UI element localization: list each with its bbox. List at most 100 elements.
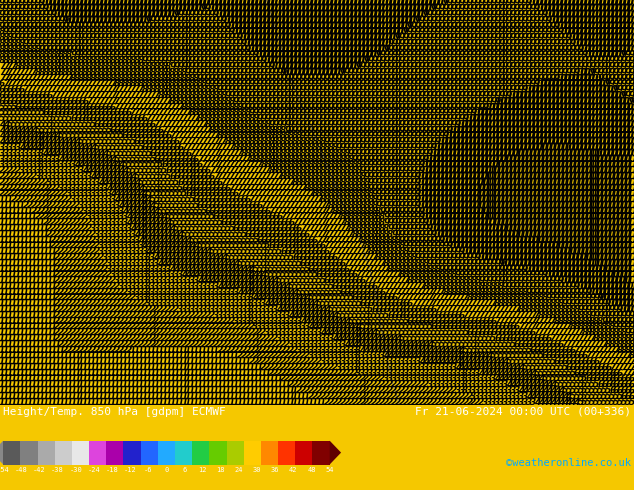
- Text: 6: 6: [98, 102, 104, 112]
- Text: 9: 9: [177, 56, 183, 65]
- Text: 9: 9: [245, 85, 251, 94]
- Text: 11: 11: [582, 201, 595, 210]
- Text: 9: 9: [173, 22, 179, 30]
- Text: 10: 10: [170, 4, 183, 13]
- Text: 11: 11: [503, 189, 515, 198]
- Text: 1: 1: [0, 351, 5, 360]
- Text: 9: 9: [141, 45, 148, 54]
- Text: 10: 10: [476, 125, 488, 135]
- Text: 2: 2: [391, 392, 398, 401]
- Text: 9: 9: [304, 74, 310, 83]
- Text: 1: 1: [86, 397, 93, 407]
- Text: 10: 10: [626, 131, 634, 141]
- Text: 8: 8: [486, 282, 493, 291]
- Text: 1: 1: [39, 368, 45, 378]
- Text: 1: 1: [7, 328, 13, 337]
- Text: 7: 7: [625, 368, 631, 378]
- Text: 9: 9: [474, 16, 481, 25]
- Text: 9: 9: [90, 22, 96, 30]
- Text: 4: 4: [351, 328, 358, 337]
- Text: 9: 9: [308, 120, 314, 129]
- Text: 10: 10: [297, 27, 309, 36]
- Text: 1: 1: [50, 288, 56, 296]
- Text: 9: 9: [446, 114, 453, 123]
- Text: 11: 11: [574, 149, 586, 158]
- Text: 10: 10: [527, 131, 539, 141]
- Text: 2: 2: [177, 311, 183, 320]
- Text: 8: 8: [145, 68, 152, 77]
- Text: 4: 4: [446, 345, 453, 355]
- Text: 3: 3: [161, 276, 167, 285]
- Text: 3: 3: [66, 160, 72, 170]
- Text: 5: 5: [328, 288, 334, 296]
- Text: 11: 11: [562, 242, 575, 250]
- Text: 4: 4: [510, 363, 516, 372]
- Text: 10: 10: [337, 22, 349, 30]
- Text: 4: 4: [526, 368, 532, 378]
- Text: 1: 1: [34, 288, 41, 296]
- Text: 10: 10: [594, 282, 607, 291]
- Text: 3: 3: [217, 294, 223, 302]
- Text: 10: 10: [131, 4, 143, 13]
- Text: 5: 5: [344, 311, 350, 320]
- Text: 5: 5: [261, 265, 267, 273]
- Text: 7: 7: [470, 311, 477, 320]
- Text: 10: 10: [559, 97, 571, 106]
- Text: 9: 9: [344, 108, 350, 117]
- Text: 2: 2: [157, 311, 164, 320]
- Text: 2: 2: [173, 311, 179, 320]
- Text: 1: 1: [11, 253, 17, 262]
- Text: 7: 7: [102, 79, 108, 88]
- Text: 2: 2: [98, 334, 104, 343]
- Text: 10: 10: [455, 195, 468, 204]
- Text: 9: 9: [427, 10, 433, 19]
- Text: 8: 8: [332, 189, 338, 198]
- Text: 8: 8: [593, 317, 600, 326]
- Text: 7: 7: [522, 311, 528, 320]
- Text: 10: 10: [626, 33, 634, 42]
- Text: 4: 4: [356, 340, 362, 349]
- Text: 2: 2: [34, 201, 41, 210]
- Text: 9: 9: [407, 68, 413, 77]
- Text: 10: 10: [420, 0, 432, 7]
- Text: 10: 10: [566, 131, 579, 141]
- Text: 8: 8: [292, 131, 299, 141]
- Text: 8: 8: [268, 166, 275, 175]
- Text: 4: 4: [387, 340, 394, 349]
- Text: 9: 9: [506, 56, 512, 65]
- Text: 6: 6: [245, 224, 251, 233]
- Text: 2: 2: [94, 282, 100, 291]
- Text: 5: 5: [122, 137, 128, 146]
- Text: 10: 10: [534, 253, 547, 262]
- Text: 3: 3: [161, 299, 167, 308]
- Text: 9: 9: [458, 39, 465, 48]
- Text: 9: 9: [451, 114, 457, 123]
- Text: 1: 1: [30, 276, 37, 285]
- Text: 3: 3: [145, 294, 152, 302]
- Text: 11: 11: [602, 242, 614, 250]
- Text: 4: 4: [443, 345, 449, 355]
- Text: 3: 3: [118, 218, 124, 227]
- Text: 5: 5: [383, 317, 389, 326]
- Text: 7: 7: [185, 108, 191, 117]
- Text: 8: 8: [557, 317, 564, 326]
- Text: 7: 7: [165, 114, 172, 123]
- Text: 3: 3: [502, 392, 508, 401]
- Text: 3: 3: [55, 160, 61, 170]
- Text: 9: 9: [169, 16, 176, 25]
- Text: 1: 1: [11, 218, 17, 227]
- Text: 2: 2: [82, 230, 88, 239]
- Text: 5: 5: [221, 236, 227, 245]
- Text: 9: 9: [229, 45, 235, 54]
- Text: 10: 10: [610, 108, 623, 117]
- Text: 9: 9: [181, 62, 188, 71]
- Text: 1: 1: [161, 368, 167, 378]
- Text: 1: 1: [42, 282, 49, 291]
- Text: 4: 4: [209, 259, 215, 268]
- Text: 9: 9: [363, 143, 370, 152]
- Text: 11: 11: [622, 201, 634, 210]
- Text: 4: 4: [518, 368, 524, 378]
- Text: 4: 4: [395, 345, 401, 355]
- Text: 1: 1: [197, 363, 204, 372]
- Text: 6: 6: [332, 270, 338, 279]
